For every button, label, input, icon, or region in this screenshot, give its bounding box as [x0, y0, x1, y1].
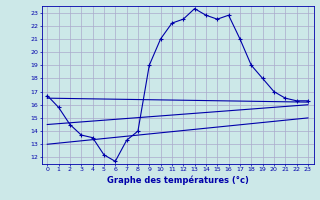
X-axis label: Graphe des températures (°c): Graphe des températures (°c): [107, 175, 249, 185]
